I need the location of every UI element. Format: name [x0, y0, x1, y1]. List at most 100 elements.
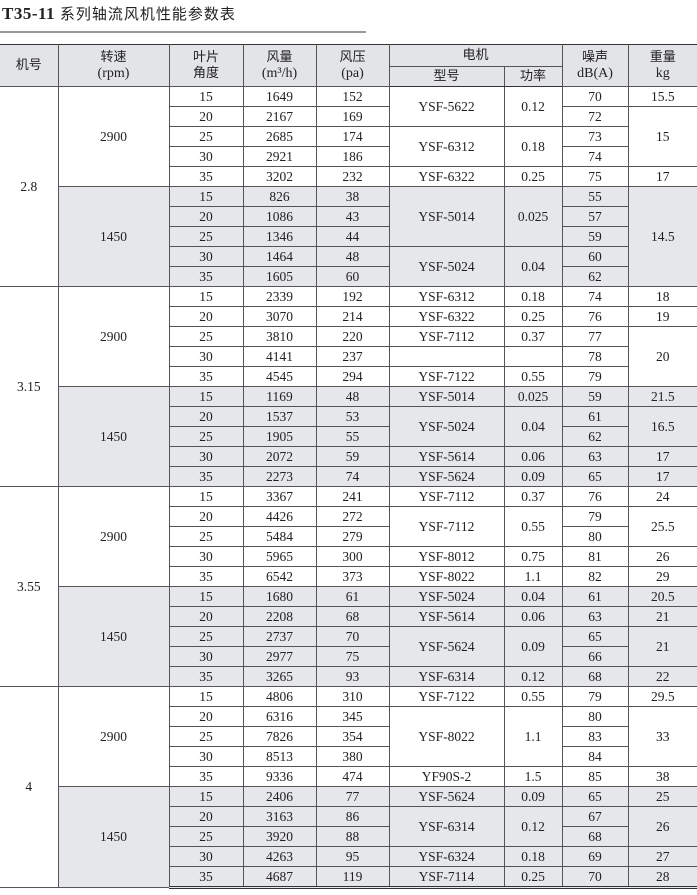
blade-angle-cell: 20 [168, 606, 244, 627]
noise-cell: 77 [561, 326, 629, 347]
noise-cell: 59 [561, 226, 629, 247]
motor-power-cell: 0.06 [503, 446, 563, 467]
motor-power-cell: 0.37 [503, 326, 563, 347]
pressure-cell: 241 [315, 486, 390, 507]
motor-power-cell: 0.25 [503, 306, 563, 327]
weight-cell: 19 [627, 306, 697, 327]
motor-model-cell: YSF-6324 [388, 846, 505, 867]
motor-model-cell: YF90S-2 [388, 766, 505, 787]
blade-angle-cell: 30 [168, 846, 244, 867]
table-body: 2.8 2900 15 1649 152 YSF-5622 0.12 70 15.5 20 2167… [0, 86, 697, 889]
motor-model-cell: YSF-5024 [388, 246, 505, 287]
flow-cell: 1680 [242, 586, 317, 607]
motor-power-cell: 0.12 [503, 666, 563, 687]
noise-cell: 84 [561, 746, 629, 767]
blade-angle-cell: 15 [168, 386, 244, 407]
noise-cell: 65 [561, 626, 629, 647]
header-blade-angle: 叶片 角度 [168, 44, 244, 87]
motor-power-cell: 0.09 [503, 466, 563, 487]
flow-cell: 4141 [242, 346, 317, 367]
motor-power-cell: 0.55 [503, 686, 563, 707]
blade-angle-cell: 35 [168, 766, 244, 787]
noise-cell: 61 [561, 406, 629, 427]
noise-cell: 66 [561, 646, 629, 667]
blade-angle-cell: 15 [168, 286, 244, 307]
header-pressure: 风压 (pa) [315, 44, 390, 87]
title-underline [0, 31, 366, 33]
noise-cell: 81 [561, 546, 629, 567]
blade-angle-cell: 20 [168, 506, 244, 527]
motor-power-cell: 0.06 [503, 606, 563, 627]
blade-angle-cell: 25 [168, 126, 244, 147]
blade-angle-cell: 35 [168, 566, 244, 587]
pressure-cell: 77 [315, 786, 390, 807]
table-row: 4 2900 15 4806 310 YSF-7122 0.55 79 29.5 [0, 686, 697, 888]
noise-cell: 61 [561, 586, 629, 607]
pressure-cell: 294 [315, 366, 390, 387]
pressure-cell: 75 [315, 646, 390, 667]
flow-cell: 3163 [242, 806, 317, 827]
table-row: 1450 15 1169 48 YSF-5014 0.025 59 21.5 [0, 386, 697, 487]
weight-cell: 22 [627, 666, 697, 687]
noise-cell: 68 [561, 666, 629, 687]
flow-cell: 2406 [242, 786, 317, 807]
flow-cell: 9336 [242, 766, 317, 787]
pressure-cell: 48 [315, 246, 390, 267]
flow-cell: 1346 [242, 226, 317, 247]
pressure-cell: 186 [315, 146, 390, 167]
flow-cell: 6316 [242, 706, 317, 727]
noise-cell: 70 [561, 866, 629, 889]
motor-power-cell: 0.18 [503, 286, 563, 307]
motor-power-cell: 0.75 [503, 546, 563, 567]
motor-power-cell: 0.37 [503, 486, 563, 507]
pressure-cell: 373 [315, 566, 390, 587]
blade-angle-cell: 35 [168, 366, 244, 387]
pressure-cell: 272 [315, 506, 390, 527]
flow-cell: 3265 [242, 666, 317, 687]
noise-cell: 63 [561, 606, 629, 627]
table-row: 35 3265 93 YSF-6314 0.12 68 22 [0, 666, 697, 687]
motor-model-cell: YSF-5014 [388, 386, 505, 407]
motor-model-cell: YSF-6322 [388, 306, 505, 327]
weight-cell: 24 [627, 486, 697, 507]
machine-number: 3.15 [0, 286, 59, 487]
flow-cell: 3367 [242, 486, 317, 507]
noise-cell: 65 [561, 466, 629, 487]
pressure-cell: 169 [315, 106, 390, 127]
noise-cell: 62 [561, 266, 629, 287]
flow-cell: 1605 [242, 266, 317, 287]
rpm-cell: 2900 [57, 486, 170, 587]
header-machine: 机号 [0, 44, 59, 87]
noise-cell: 85 [561, 766, 629, 787]
pressure-cell: 214 [315, 306, 390, 327]
noise-cell: 80 [561, 706, 629, 727]
noise-cell: 80 [561, 526, 629, 547]
motor-model-cell: YSF-8012 [388, 546, 505, 567]
table-row: 20 3070 214 YSF-6322 0.25 76 19 [0, 306, 697, 327]
motor-model-cell: YSF-7112 [388, 486, 505, 507]
motor-power-cell: 0.18 [503, 846, 563, 867]
pressure-cell: 232 [315, 166, 390, 187]
noise-cell: 72 [561, 106, 629, 127]
motor-model-cell [388, 346, 505, 367]
weight-cell: 14.5 [627, 186, 697, 287]
blade-angle-cell: 30 [168, 646, 244, 667]
pressure-cell: 220 [315, 326, 390, 347]
blade-angle-cell: 20 [168, 706, 244, 727]
machine-number: 3.55 [0, 486, 59, 687]
motor-model-cell: YSF-7122 [388, 366, 505, 387]
page-title: T35-11 系列轴流风机性能参数表 [2, 3, 236, 24]
flow-cell: 1649 [242, 86, 317, 107]
pressure-cell: 119 [315, 866, 390, 889]
rpm-cell: 1450 [57, 186, 170, 287]
flow-cell: 3070 [242, 306, 317, 327]
pressure-cell: 192 [315, 286, 390, 307]
motor-power-cell: 0.09 [503, 626, 563, 667]
pressure-cell: 354 [315, 726, 390, 747]
table-row: 20 2167 169 72 15 [0, 106, 697, 167]
rpm-cell: 2900 [57, 686, 170, 787]
flow-cell: 4687 [242, 866, 317, 889]
weight-cell: 25 [627, 786, 697, 807]
motor-model-cell: YSF-6322 [388, 166, 505, 187]
noise-cell: 55 [561, 186, 629, 207]
